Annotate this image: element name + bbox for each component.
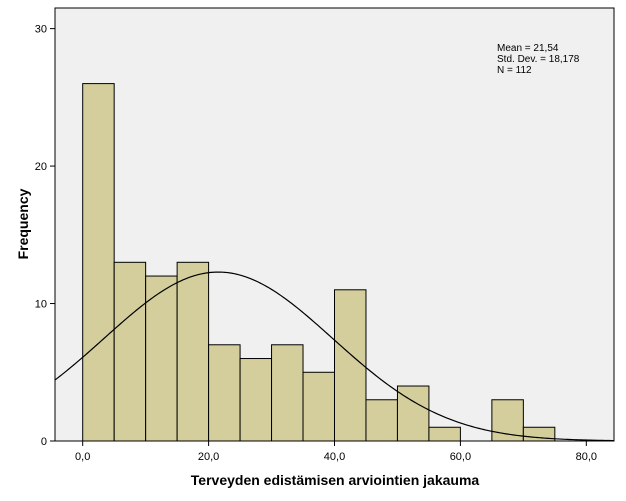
x-tick-label-4: 80,0 (576, 451, 597, 463)
y-axis-title: Frequency (15, 188, 31, 259)
histogram-bar-1 (113, 261, 147, 442)
histogram-bar-8 (334, 289, 367, 442)
y-tick-label-3: 30 (35, 24, 47, 36)
x-tick-label-0: 0,0 (75, 451, 90, 463)
histogram-bar-4 (208, 344, 241, 442)
stats-label-0: Mean = 21,54 (497, 43, 559, 54)
stats-label-1: Std. Dev. = 18,178 (497, 54, 580, 65)
bars-group (82, 83, 556, 442)
histogram-bar-6 (271, 344, 304, 442)
histogram-bar-5 (239, 358, 273, 442)
histogram-bar-3 (176, 261, 210, 442)
y-tick-label-1: 10 (35, 299, 47, 311)
x-axis-title: Terveyden edistämisen arviointien jakaum… (191, 472, 480, 488)
histogram-bar-11 (428, 426, 461, 442)
y-tick-label-2: 20 (35, 161, 47, 173)
x-tick-label-1: 20,0 (198, 451, 219, 463)
stats-label-2: N = 112 (497, 65, 532, 76)
x-tick-label-3: 60,0 (450, 451, 471, 463)
histogram-bar-9 (365, 399, 398, 442)
x-tick-label-2: 40,0 (324, 451, 345, 463)
normal-curve (54, 271, 615, 442)
histogram-bar-7 (302, 371, 336, 442)
histogram-bar-2 (145, 275, 178, 442)
axes-group: 0 10 20 30 0,0 20,0 40,0 60,0 80,0 (35, 24, 597, 463)
histogram-bar-13 (491, 399, 524, 442)
y-tick-label-0: 0 (41, 436, 47, 448)
histogram-bar-0 (82, 83, 115, 442)
